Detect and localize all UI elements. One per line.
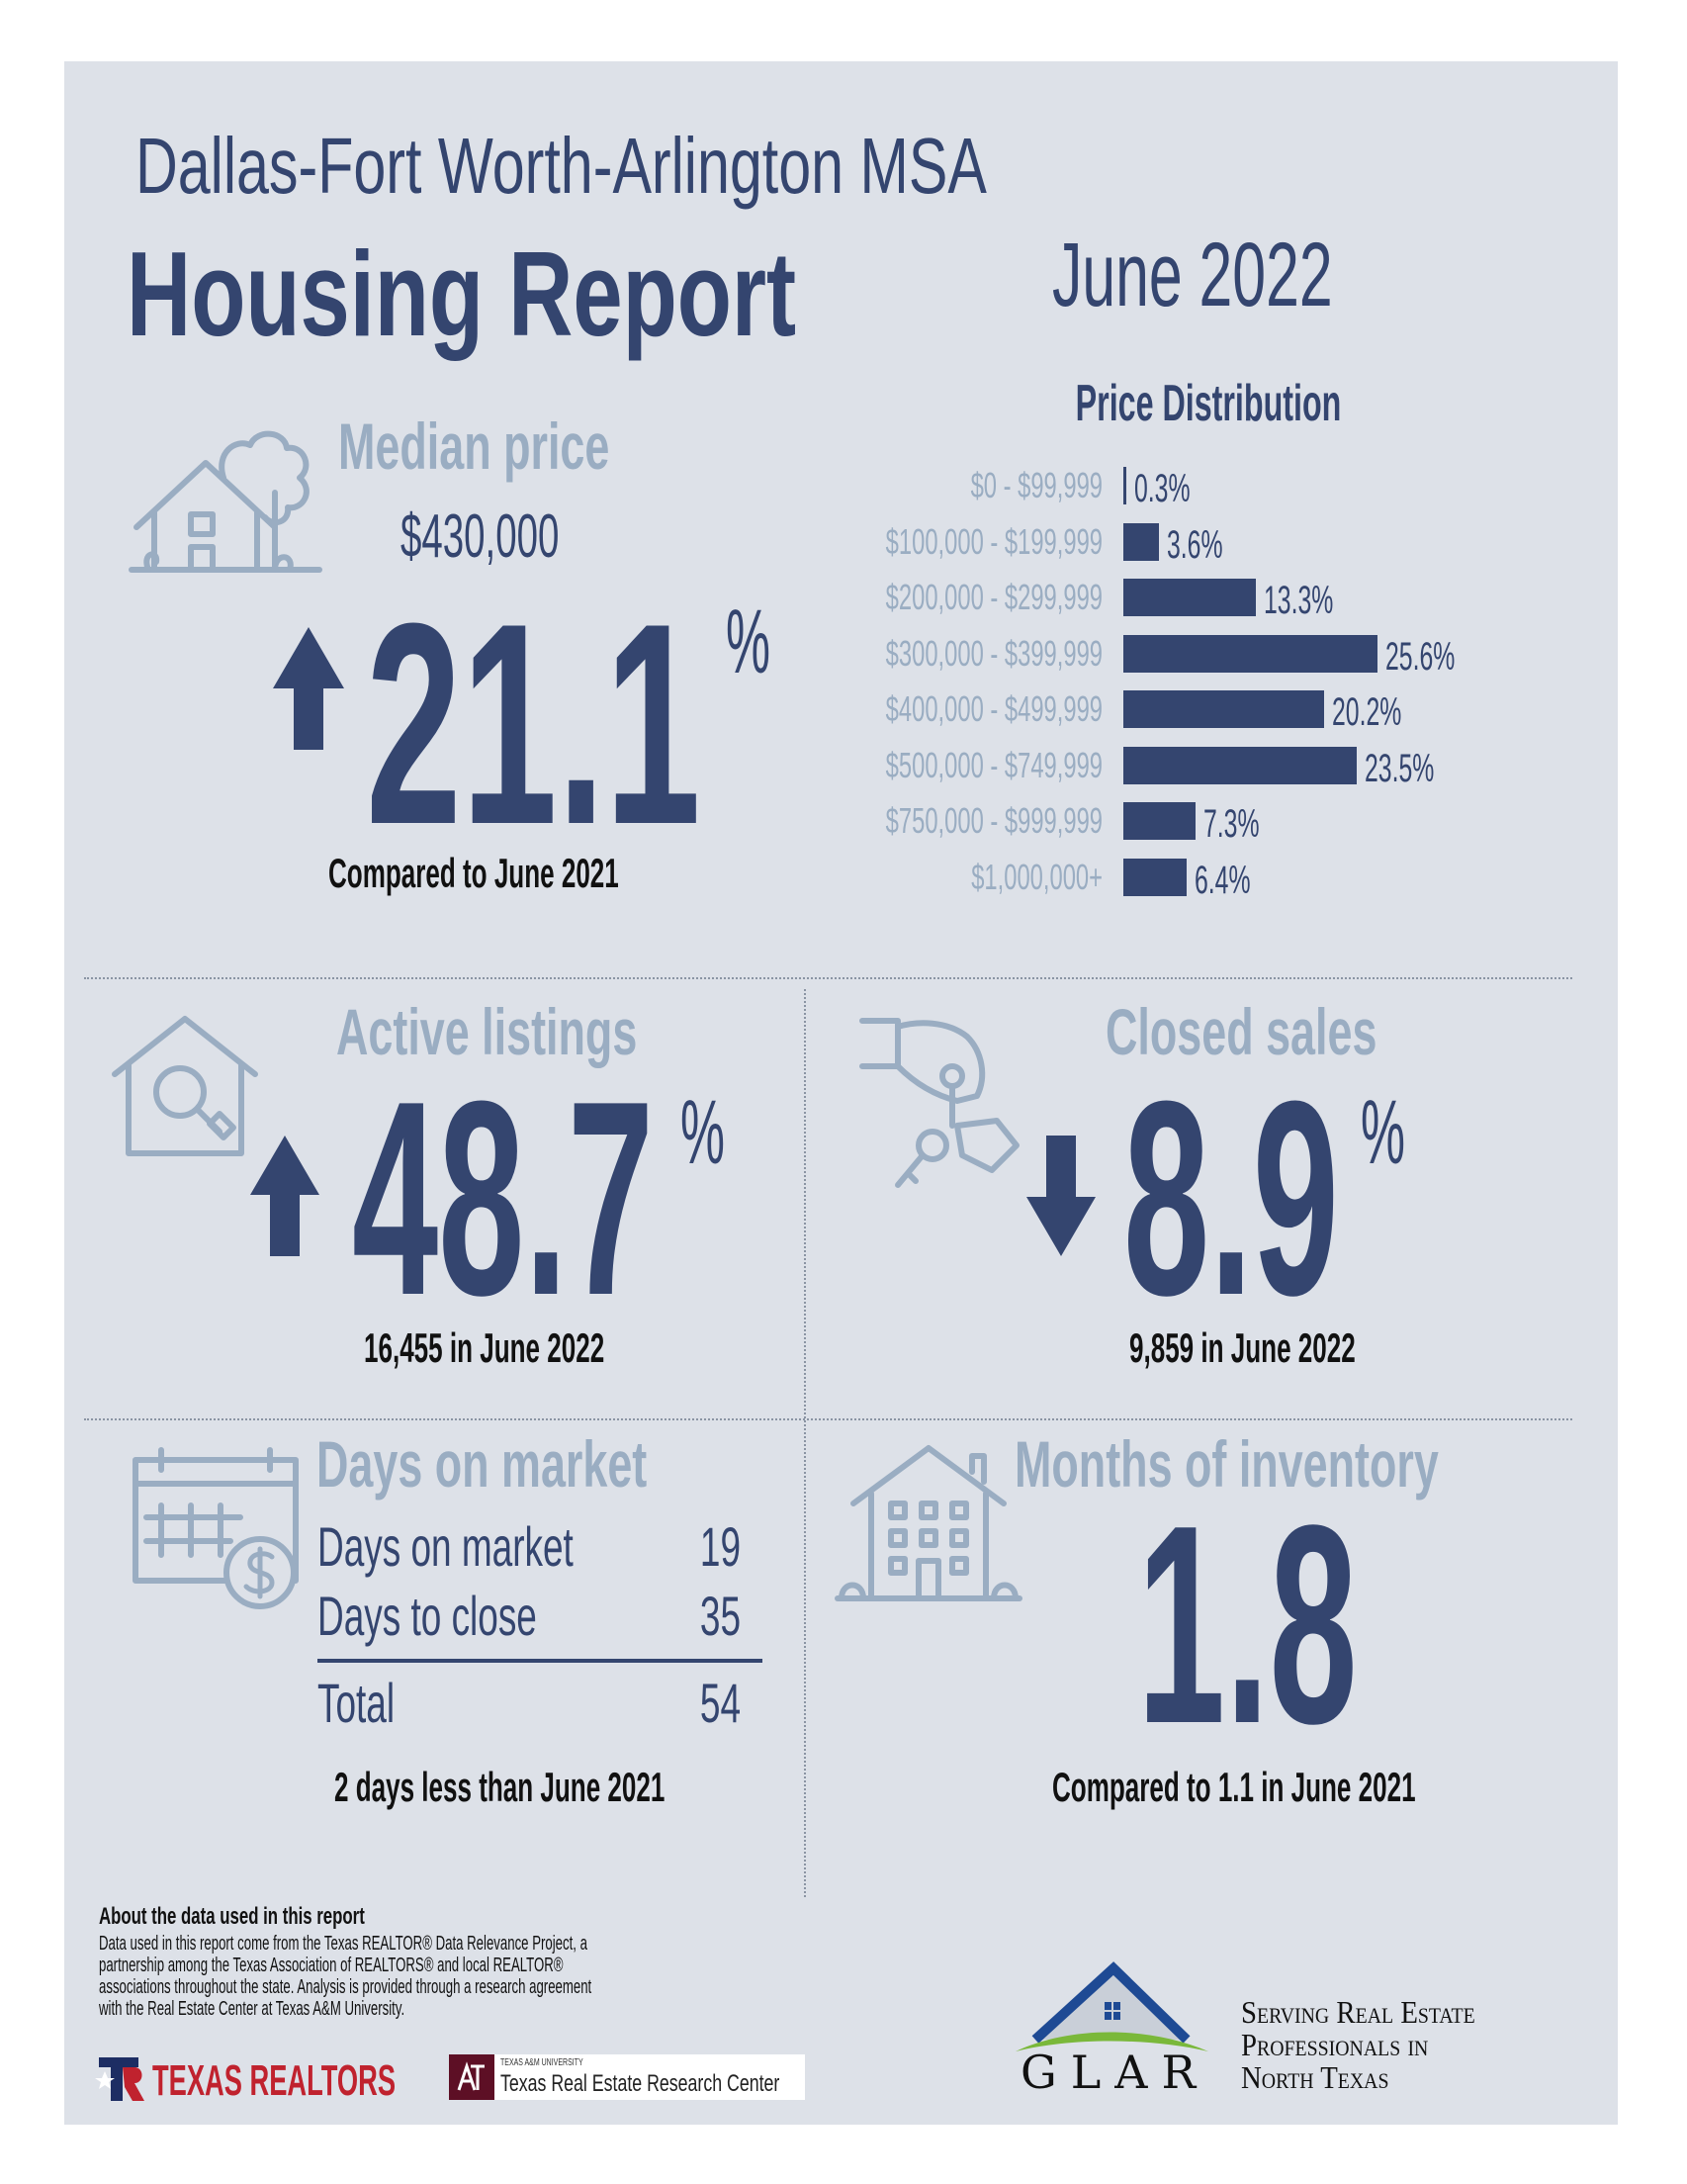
region-title: Dallas-Fort Worth-Arlington MSA (135, 122, 987, 210)
texas-realtors-logo: TEXAS REALTORS (95, 2056, 425, 2105)
chart-category-label: $0 - $99,999 (970, 465, 1103, 505)
glar-house-icon (1016, 1961, 1208, 2051)
months-inventory-heading: Months of inventory (1015, 1427, 1439, 1501)
chart-bar (1123, 802, 1197, 840)
closed-sales-unit: % (1361, 1082, 1405, 1183)
dom-row-label: Days on market (317, 1515, 574, 1578)
chart-value-label: 7.3% (1203, 802, 1260, 846)
total-divider (317, 1659, 762, 1663)
divider-vertical (804, 989, 806, 1897)
chart-category-label: $1,000,000+ (971, 856, 1103, 897)
chart-value-label: 0.3% (1134, 467, 1191, 510)
texas-realtors-text: TEXAS REALTORS (152, 2056, 397, 2105)
chart-category-label: $100,000 - $199,999 (885, 520, 1103, 562)
texas-realtors-mark-icon (95, 2057, 144, 2101)
apartment-house-icon (835, 1445, 1022, 1601)
median-price-unit: % (726, 592, 770, 692)
tagline-line: Serving Real Estate (1241, 1994, 1475, 2030)
active-listings-change: 48.7 (352, 1045, 655, 1353)
chart-category-label: $300,000 - $399,999 (885, 632, 1103, 674)
arrow-up-icon (250, 1136, 319, 1256)
median-price-note: Compared to June 2021 (328, 850, 619, 896)
chart-category-label: $750,000 - $999,999 (885, 800, 1103, 841)
report-period: June 2022 (1052, 225, 1333, 325)
about-line: with the Real Estate Center at Texas A&M… (99, 1998, 405, 2020)
months-inventory-note: Compared to 1.1 in June 2021 (1052, 1764, 1416, 1810)
chart-title: Price Distribution (1075, 375, 1342, 432)
chart-bar (1123, 522, 1160, 561)
tamu-mark-icon (449, 2054, 494, 2100)
about-line: Data used in this report come from the T… (99, 1933, 587, 1955)
about-line: partnership among the Texas Association … (99, 1955, 564, 1976)
median-price-change: 21.1 (366, 564, 701, 884)
about-line: associations throughout the state. Analy… (99, 1976, 592, 1998)
months-inventory-value: 1.8 (1137, 1466, 1358, 1782)
chart-value-label: 20.2% (1332, 690, 1402, 734)
total-row-value: 54 (699, 1672, 741, 1734)
chart-bar (1123, 579, 1256, 616)
house-tree-icon (129, 430, 322, 573)
median-price-value: $430,000 (400, 502, 560, 571)
chart-bar (1123, 634, 1378, 673)
chart-category-label: $500,000 - $749,999 (885, 744, 1103, 785)
days-on-market-heading: Days on market (316, 1427, 648, 1501)
active-listings-note: 16,455 in June 2022 (364, 1324, 605, 1371)
hand-keys-icon (859, 1018, 1020, 1188)
closed-sales-heading: Closed sales (1106, 995, 1377, 1068)
total-row-label: Total (317, 1672, 396, 1734)
closed-sales-note: 9,859 in June 2022 (1129, 1324, 1356, 1371)
tagline-line: Professionals in (1241, 2027, 1429, 2062)
chart-category-label: $400,000 - $499,999 (885, 688, 1103, 729)
glar-logo: GLAR (1011, 1961, 1210, 2099)
chart-value-label: 13.3% (1263, 579, 1333, 622)
tamu-text: Texas Real Estate Research Center (500, 2070, 780, 2097)
days-on-market-note: 2 days less than June 2021 (334, 1764, 666, 1810)
about-title: About the data used in this report (99, 1903, 365, 1930)
house-search-icon (112, 1016, 258, 1156)
dtc-row-label: Days to close (317, 1585, 537, 1647)
closed-sales-change: 8.9 (1123, 1045, 1339, 1353)
tamu-small-text: TEXAS A&M UNIVERSITY (500, 2057, 583, 2068)
active-listings-heading: Active listings (336, 995, 638, 1068)
dtc-row-value: 35 (699, 1585, 741, 1647)
chart-value-label: 3.6% (1167, 522, 1223, 567)
tagline-line: North Texas (1241, 2059, 1389, 2095)
divider-top (84, 977, 1572, 979)
glar-text: GLAR (1021, 2046, 1210, 2099)
chart-category-label: $200,000 - $299,999 (885, 577, 1103, 617)
chart-value-label: 6.4% (1195, 858, 1251, 902)
chart-value-label: 25.6% (1385, 634, 1456, 679)
divider-middle (84, 1418, 1572, 1420)
chart-bar (1123, 858, 1188, 896)
active-listings-unit: % (680, 1082, 725, 1183)
arrow-up-icon (273, 627, 344, 750)
tamu-logo: TEXAS A&M UNIVERSITY Texas Real Estate R… (449, 2054, 805, 2100)
chart-value-label: 23.5% (1365, 746, 1435, 790)
page-title: Housing Report (127, 227, 797, 361)
dom-row-value: 19 (699, 1515, 741, 1578)
calendar-dollar-icon (133, 1447, 299, 1609)
chart-bar (1123, 746, 1358, 784)
chart-bar (1123, 690, 1324, 728)
chart-bar (1123, 467, 1126, 504)
arrow-down-icon (1026, 1136, 1096, 1256)
report-panel (64, 61, 1618, 2125)
median-price-heading: Median price (338, 410, 610, 483)
